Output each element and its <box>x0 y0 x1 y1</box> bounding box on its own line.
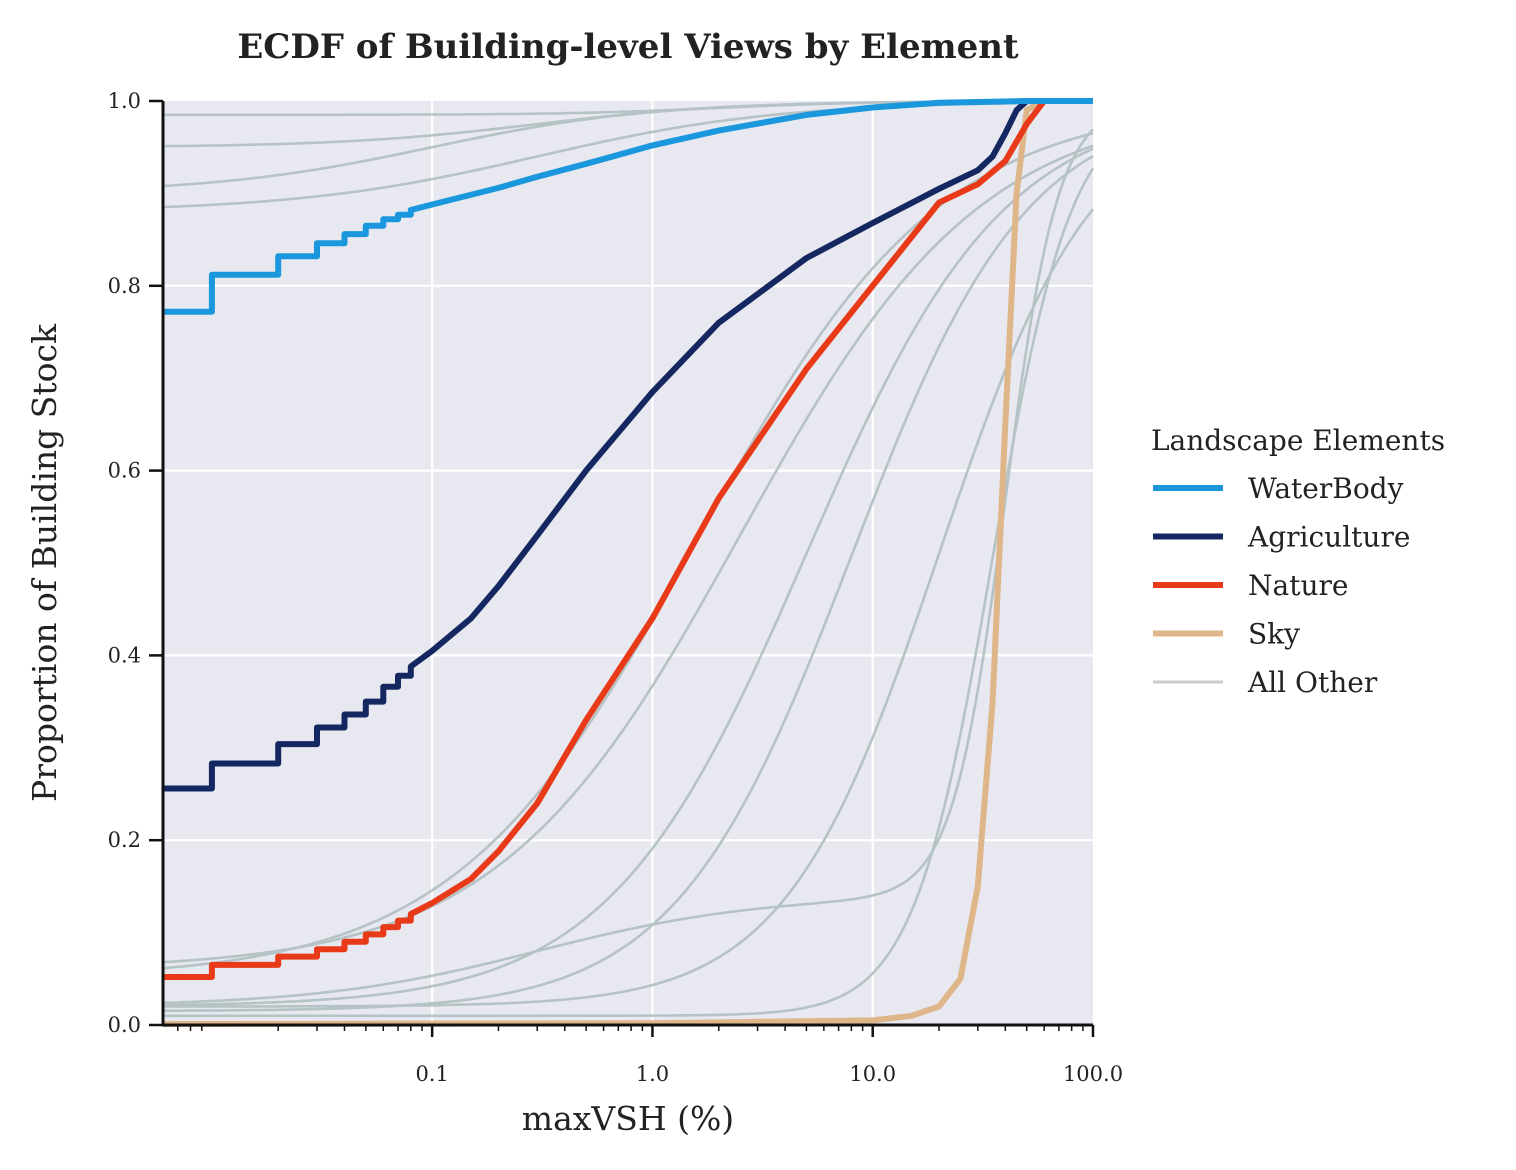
y-tick-label: 0.2 <box>108 828 141 852</box>
other-element-line <box>163 167 1095 1018</box>
legend-label: WaterBody <box>1248 472 1404 505</box>
x-tick-label: 1.0 <box>636 1062 669 1086</box>
legend-label: Sky <box>1248 618 1300 651</box>
series-lines <box>162 98 1093 1028</box>
other-element-line <box>163 147 1094 1007</box>
legend: Landscape Elements WaterBody Agriculture N… <box>1151 424 1445 699</box>
other-element-line <box>162 144 1094 964</box>
series-line-sky <box>162 98 1093 1028</box>
chart-title: ECDF of Building-level Views by Element <box>237 27 1019 67</box>
other-element-line <box>163 154 1094 1013</box>
y-tick-label: 0.0 <box>108 1013 141 1037</box>
y-tick-label: 0.6 <box>108 459 141 483</box>
x-axis-label: maxVSH (%) <box>522 1099 734 1138</box>
x-tick-label: 0.1 <box>415 1062 448 1086</box>
other-element-line <box>163 208 1095 1008</box>
y-tick-label: 1.0 <box>108 89 141 113</box>
x-tick-label: 10.0 <box>849 1062 896 1086</box>
other-element-line <box>162 128 1094 1005</box>
legend-title: Landscape Elements <box>1151 424 1445 457</box>
legend-label: Nature <box>1248 569 1348 602</box>
y-tick-label: 0.4 <box>108 643 141 667</box>
x-tick-label: 100.0 <box>1063 1062 1123 1086</box>
series-line-agriculture <box>163 98 1093 792</box>
series-line-nature <box>163 98 1093 980</box>
y-tick-label: 0.8 <box>108 274 141 298</box>
legend-label: All Other <box>1247 666 1378 699</box>
series-line-waterbody <box>163 98 1093 315</box>
legend-label: Agriculture <box>1247 521 1410 554</box>
tick-labels: 0.0 0.2 0.4 0.6 0.8 1.0 0.1 1.0 10.0 100.0 <box>108 89 1123 1086</box>
plot-background <box>163 101 1093 1025</box>
all-other-curves <box>162 99 1095 1018</box>
y-axis-label: Proportion of Building Stock <box>25 323 64 802</box>
